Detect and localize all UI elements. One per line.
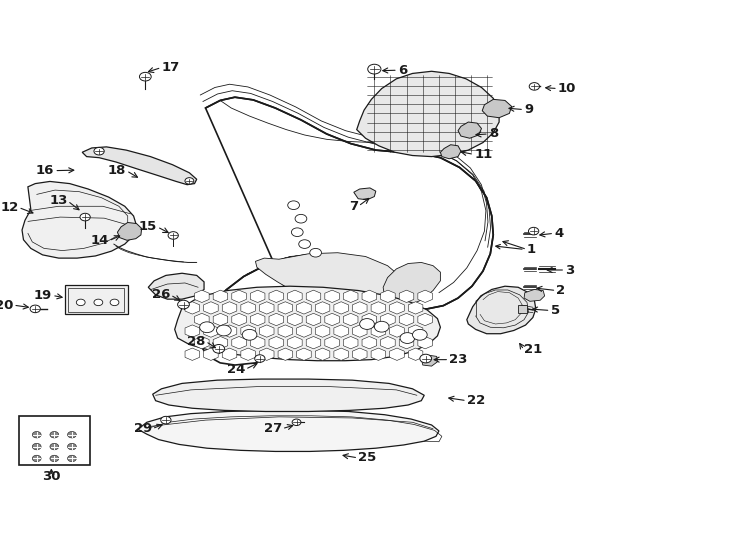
Circle shape	[200, 322, 214, 333]
Circle shape	[50, 443, 59, 450]
Circle shape	[32, 431, 41, 438]
Text: 6: 6	[398, 64, 407, 77]
Text: 26: 26	[152, 288, 170, 301]
Circle shape	[68, 455, 76, 462]
Bar	[518, 305, 527, 313]
Text: 11: 11	[474, 148, 493, 161]
Text: 1: 1	[527, 243, 536, 256]
Polygon shape	[467, 286, 536, 334]
Circle shape	[255, 355, 265, 362]
Polygon shape	[255, 253, 407, 318]
Polygon shape	[422, 355, 437, 366]
Polygon shape	[117, 222, 142, 240]
Bar	[19, 416, 90, 465]
Polygon shape	[383, 262, 440, 308]
Text: 8: 8	[489, 127, 498, 140]
Polygon shape	[482, 99, 512, 118]
Text: 29: 29	[134, 422, 152, 435]
Text: 15: 15	[139, 220, 157, 233]
Circle shape	[368, 64, 381, 74]
Text: 3: 3	[565, 264, 575, 276]
Circle shape	[310, 248, 321, 257]
Polygon shape	[175, 286, 440, 361]
Circle shape	[213, 345, 225, 353]
Text: 22: 22	[467, 394, 485, 407]
Bar	[68, 288, 124, 312]
Polygon shape	[82, 147, 197, 185]
Text: 2: 2	[556, 284, 565, 297]
Polygon shape	[524, 289, 545, 301]
Circle shape	[413, 329, 427, 340]
Circle shape	[94, 299, 103, 306]
Circle shape	[32, 455, 41, 462]
Circle shape	[295, 214, 307, 223]
Text: 12: 12	[0, 201, 18, 214]
Circle shape	[32, 443, 41, 450]
Polygon shape	[458, 122, 482, 138]
Circle shape	[292, 419, 301, 426]
Circle shape	[299, 240, 310, 248]
Text: 28: 28	[187, 335, 206, 348]
Polygon shape	[440, 145, 461, 159]
Circle shape	[68, 431, 76, 438]
Polygon shape	[148, 273, 204, 299]
Circle shape	[80, 213, 90, 221]
Circle shape	[110, 299, 119, 306]
Bar	[65, 285, 128, 314]
Text: 16: 16	[36, 164, 54, 177]
Text: 18: 18	[108, 164, 126, 177]
Polygon shape	[153, 379, 424, 411]
Text: 21: 21	[524, 343, 542, 356]
Circle shape	[185, 178, 194, 184]
Circle shape	[420, 354, 432, 363]
Text: 13: 13	[49, 194, 68, 207]
Circle shape	[139, 72, 151, 81]
Polygon shape	[354, 188, 376, 200]
Circle shape	[529, 83, 539, 90]
Circle shape	[288, 201, 299, 210]
Text: 24: 24	[227, 363, 245, 376]
Circle shape	[178, 300, 189, 309]
Text: 25: 25	[358, 451, 377, 464]
Text: 9: 9	[524, 103, 533, 116]
Circle shape	[94, 147, 104, 155]
Circle shape	[374, 321, 389, 332]
Circle shape	[30, 305, 40, 313]
Circle shape	[217, 325, 231, 336]
Circle shape	[50, 431, 59, 438]
Circle shape	[528, 227, 539, 235]
Text: 5: 5	[550, 304, 559, 317]
Text: 4: 4	[554, 227, 564, 240]
Polygon shape	[357, 71, 499, 157]
Text: 10: 10	[558, 82, 576, 95]
Circle shape	[168, 232, 178, 239]
Text: 30: 30	[42, 470, 61, 483]
Circle shape	[161, 416, 171, 424]
Text: 20: 20	[0, 299, 13, 312]
Text: 17: 17	[161, 61, 180, 74]
Text: 23: 23	[449, 353, 468, 366]
Circle shape	[76, 299, 85, 306]
Circle shape	[68, 443, 76, 450]
Text: 7: 7	[349, 200, 358, 213]
Text: 27: 27	[264, 422, 282, 435]
Circle shape	[242, 329, 257, 340]
Polygon shape	[22, 181, 137, 258]
Circle shape	[400, 333, 415, 343]
Text: 14: 14	[90, 234, 109, 247]
Polygon shape	[138, 410, 439, 451]
Text: 19: 19	[34, 289, 52, 302]
Polygon shape	[206, 97, 493, 352]
Circle shape	[291, 228, 303, 237]
Circle shape	[360, 319, 374, 329]
Circle shape	[50, 455, 59, 462]
